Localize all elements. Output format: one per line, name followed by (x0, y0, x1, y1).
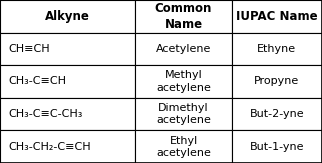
Text: Alkyne: Alkyne (45, 10, 90, 23)
Bar (0, 130, 135, 163)
Bar (0, 98, 135, 130)
Bar (232, 0, 322, 33)
Text: IUPAC Name: IUPAC Name (236, 10, 318, 23)
Bar (232, 130, 322, 163)
Text: Common
Name: Common Name (155, 2, 212, 31)
Bar (135, 65, 232, 98)
Text: Ethyne: Ethyne (257, 44, 297, 54)
Text: Dimethyl
acetylene: Dimethyl acetylene (156, 103, 211, 125)
Bar (135, 0, 232, 33)
Text: Propyne: Propyne (254, 76, 299, 87)
Text: CH₃-CH₂-C≡CH: CH₃-CH₂-C≡CH (8, 142, 91, 152)
Text: But-1-yne: But-1-yne (250, 142, 304, 152)
Text: CH₃-C≡C-CH₃: CH₃-C≡C-CH₃ (8, 109, 82, 119)
Text: But-2-yne: But-2-yne (250, 109, 304, 119)
Bar (135, 130, 232, 163)
Bar (135, 33, 232, 65)
Bar (135, 98, 232, 130)
Text: Methyl
acetylene: Methyl acetylene (156, 70, 211, 93)
Bar (0, 0, 135, 33)
Bar (232, 98, 322, 130)
Bar (232, 33, 322, 65)
Text: Acetylene: Acetylene (156, 44, 211, 54)
Text: CH₃-C≡CH: CH₃-C≡CH (8, 76, 66, 87)
Bar (0, 65, 135, 98)
Text: CH≡CH: CH≡CH (8, 44, 50, 54)
Text: Ethyl
acetylene: Ethyl acetylene (156, 135, 211, 158)
Bar (0, 33, 135, 65)
Bar (232, 65, 322, 98)
